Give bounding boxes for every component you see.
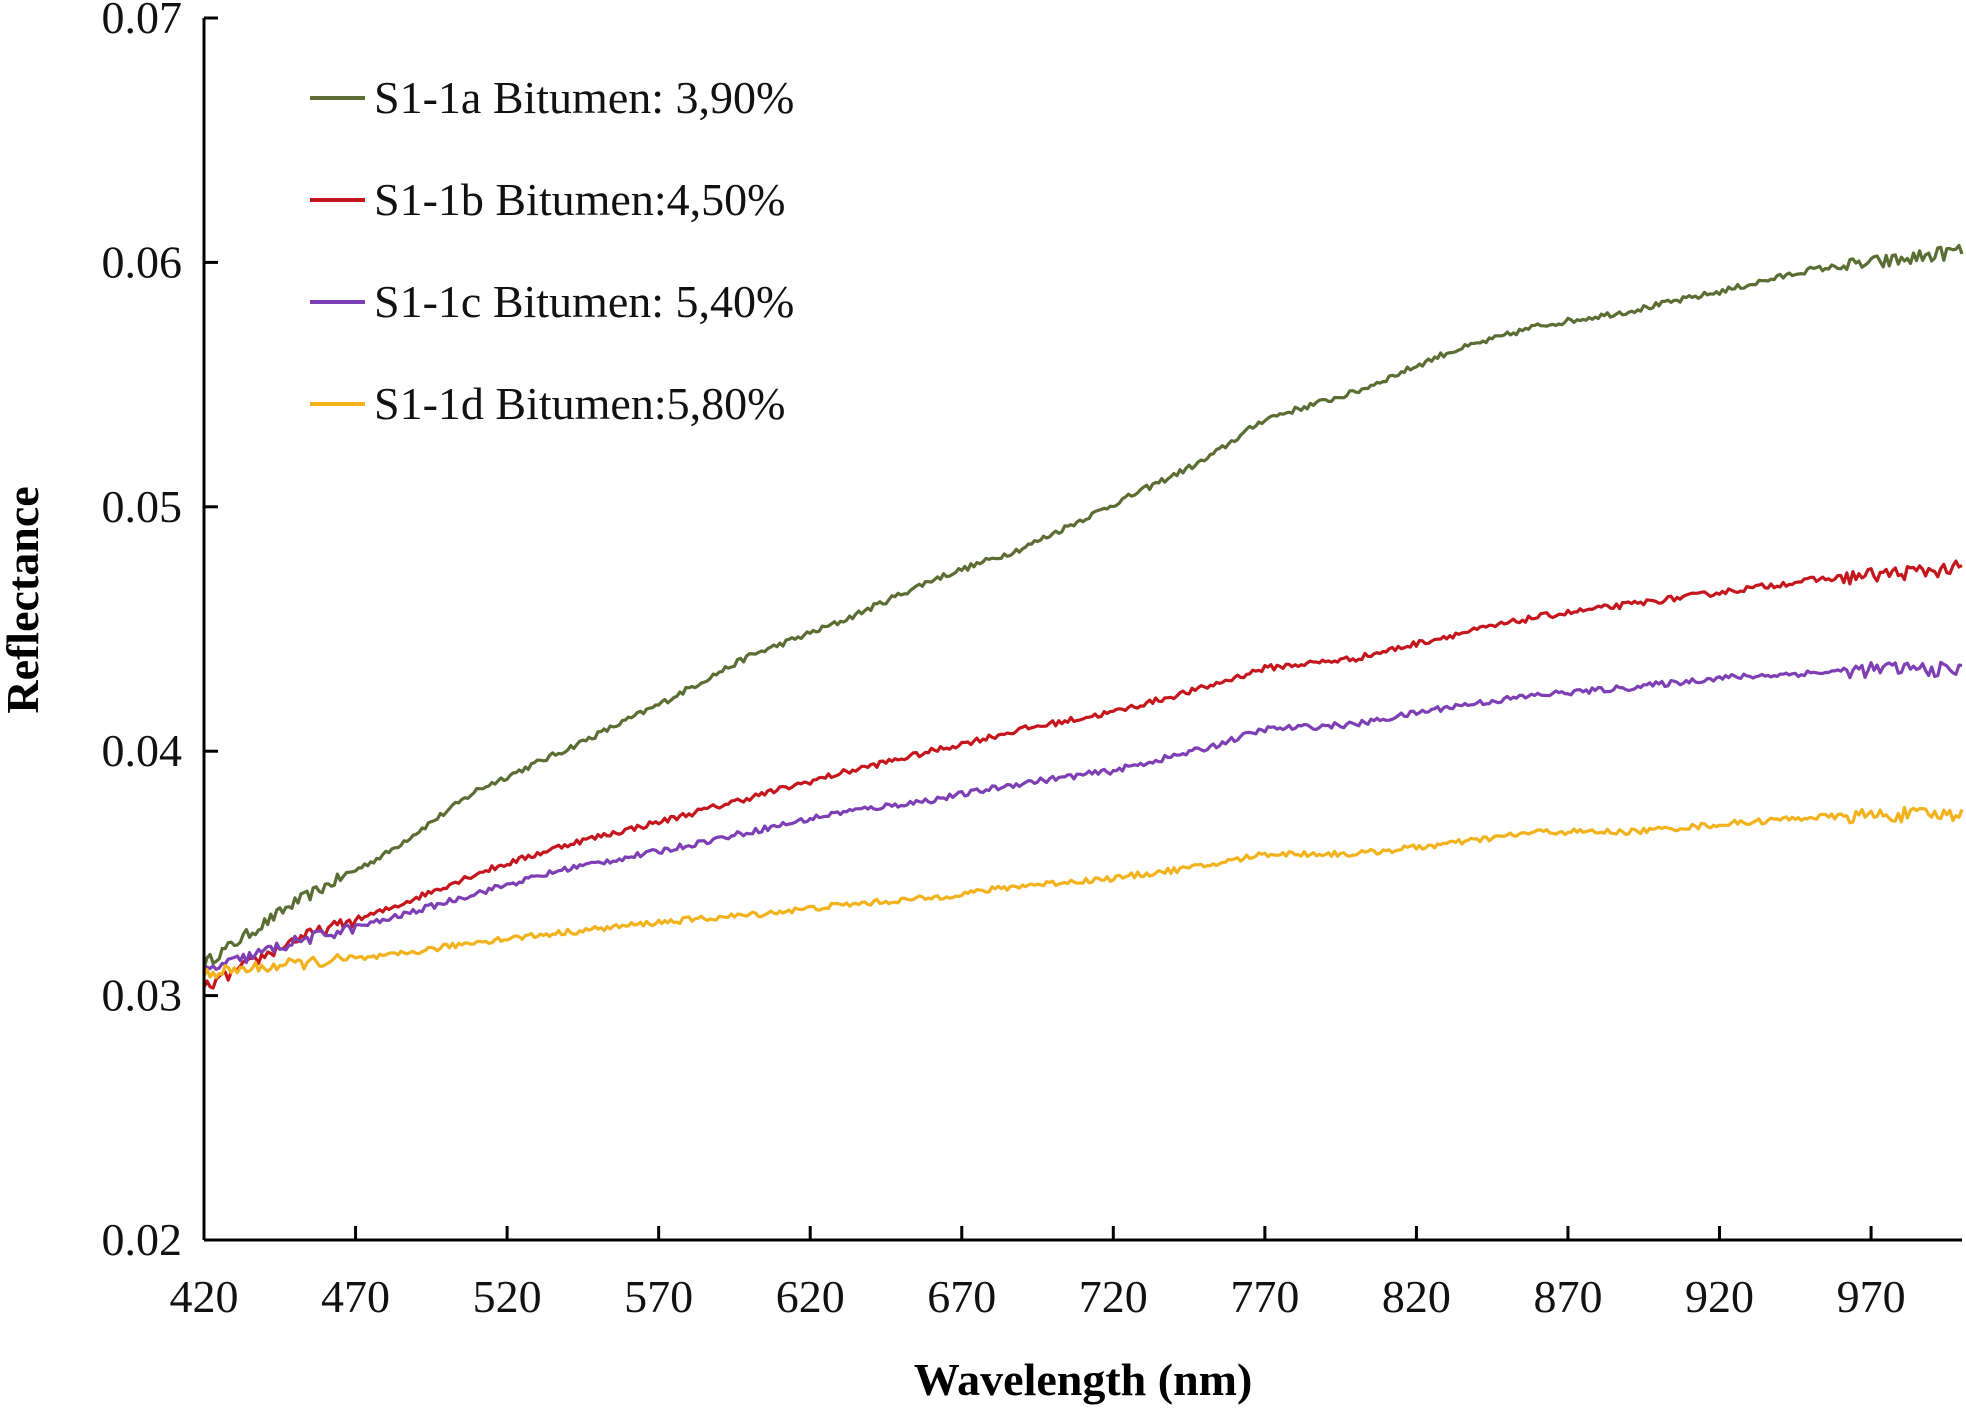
plot-lines xyxy=(202,243,1964,990)
x-tick-label: 820 xyxy=(1382,1271,1451,1322)
y-tick-label: 0.04 xyxy=(102,725,183,776)
y-tick-label: 0.06 xyxy=(102,236,183,287)
legend: S1-1a Bitumen: 3,90% S1-1b Bitumen:4,50% S… xyxy=(310,72,794,429)
x-tick-label: 620 xyxy=(776,1271,845,1322)
x-tick-label: 520 xyxy=(473,1271,542,1322)
y-tick-label: 0.02 xyxy=(102,1214,183,1265)
x-axis-title: Wavelength (nm) xyxy=(914,1354,1253,1405)
x-tick-label: 770 xyxy=(1230,1271,1299,1322)
y-tick-label: 0.07 xyxy=(102,0,183,43)
x-tick-label: 420 xyxy=(170,1271,239,1322)
x-tick-label: 720 xyxy=(1079,1271,1148,1322)
x-tick-label: 570 xyxy=(624,1271,693,1322)
y-ticks: 0.02 0.03 0.04 0.05 0.06 0.07 xyxy=(102,0,218,1265)
x-tick-label: 970 xyxy=(1837,1271,1906,1322)
legend-label: S1-1c Bitumen: 5,40% xyxy=(374,276,794,327)
y-axis-title: Reflectance xyxy=(0,486,48,713)
legend-label: S1-1d Bitumen:5,80% xyxy=(374,378,785,429)
series-line-3 xyxy=(203,660,1963,971)
series-line-4 xyxy=(202,805,1964,980)
x-tick-label: 920 xyxy=(1685,1271,1754,1322)
legend-label: S1-1b Bitumen:4,50% xyxy=(374,174,785,225)
x-tick-label: 870 xyxy=(1533,1271,1602,1322)
y-tick-label: 0.03 xyxy=(102,970,183,1021)
series-line-1 xyxy=(202,243,1964,970)
x-ticks: 420 470 520 570 620 670 720 770 820 870 920 970 xyxy=(170,1226,1906,1322)
x-tick-label: 470 xyxy=(321,1271,390,1322)
legend-label: S1-1a Bitumen: 3,90% xyxy=(374,72,794,123)
series-line-2 xyxy=(202,559,1963,990)
y-tick-label: 0.05 xyxy=(102,481,183,532)
axes xyxy=(202,18,1962,1242)
x-tick-label: 670 xyxy=(927,1271,996,1322)
